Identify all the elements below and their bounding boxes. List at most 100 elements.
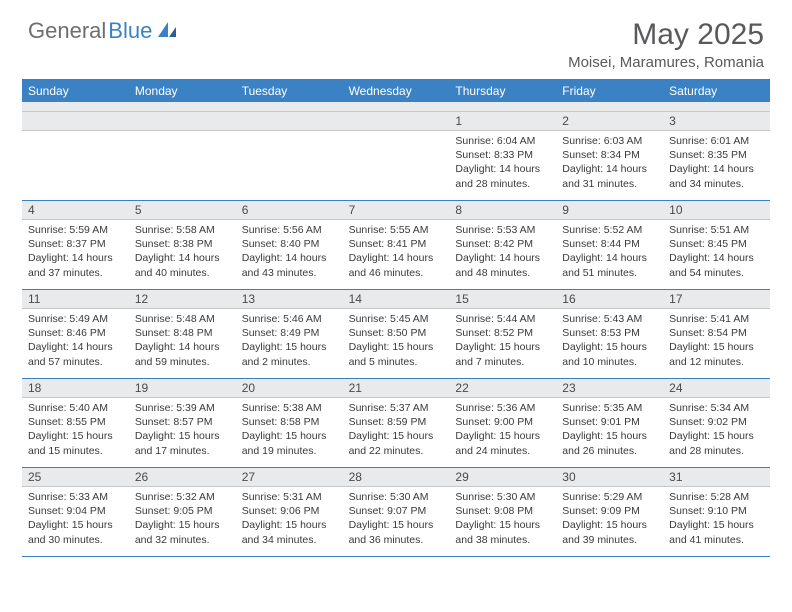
sunrise-text: Sunrise: 5:51 AM bbox=[669, 223, 764, 237]
day-details: Sunrise: 6:01 AMSunset: 8:35 PMDaylight:… bbox=[663, 131, 770, 194]
sunset-text: Sunset: 9:07 PM bbox=[349, 504, 444, 518]
daylight-text: Daylight: 15 hours and 12 minutes. bbox=[669, 340, 764, 368]
day-number: 3 bbox=[663, 112, 770, 131]
day-number: 25 bbox=[22, 468, 129, 487]
daylight-text: Daylight: 15 hours and 41 minutes. bbox=[669, 518, 764, 546]
sunrise-text: Sunrise: 5:48 AM bbox=[135, 312, 230, 326]
sunset-text: Sunset: 8:50 PM bbox=[349, 326, 444, 340]
day-number: 15 bbox=[449, 290, 556, 309]
day-number: 6 bbox=[236, 201, 343, 220]
day-number: 9 bbox=[556, 201, 663, 220]
sunrise-text: Sunrise: 5:32 AM bbox=[135, 490, 230, 504]
day-details: Sunrise: 5:53 AMSunset: 8:42 PMDaylight:… bbox=[449, 220, 556, 283]
day-cell: 23Sunrise: 5:35 AMSunset: 9:01 PMDayligh… bbox=[556, 379, 663, 467]
sunrise-text: Sunrise: 5:28 AM bbox=[669, 490, 764, 504]
sunrise-text: Sunrise: 5:29 AM bbox=[562, 490, 657, 504]
weekday-header-row: SundayMondayTuesdayWednesdayThursdayFrid… bbox=[22, 80, 770, 102]
daylight-text: Daylight: 14 hours and 40 minutes. bbox=[135, 251, 230, 279]
day-number: 5 bbox=[129, 201, 236, 220]
day-cell: 29Sunrise: 5:30 AMSunset: 9:08 PMDayligh… bbox=[449, 468, 556, 556]
day-number: 31 bbox=[663, 468, 770, 487]
brand-sail-icon bbox=[157, 20, 179, 43]
sunset-text: Sunset: 8:42 PM bbox=[455, 237, 550, 251]
day-cell: 20Sunrise: 5:38 AMSunset: 8:58 PMDayligh… bbox=[236, 379, 343, 467]
day-cell: . bbox=[22, 112, 129, 200]
sunset-text: Sunset: 8:54 PM bbox=[669, 326, 764, 340]
day-cell: 18Sunrise: 5:40 AMSunset: 8:55 PMDayligh… bbox=[22, 379, 129, 467]
daylight-text: Daylight: 15 hours and 24 minutes. bbox=[455, 429, 550, 457]
title-block: May 2025 Moisei, Maramures, Romania bbox=[568, 18, 764, 71]
sunset-text: Sunset: 9:10 PM bbox=[669, 504, 764, 518]
brand-part2: Blue bbox=[108, 18, 152, 44]
daylight-text: Daylight: 14 hours and 43 minutes. bbox=[242, 251, 337, 279]
day-details: Sunrise: 6:04 AMSunset: 8:33 PMDaylight:… bbox=[449, 131, 556, 194]
day-number: 11 bbox=[22, 290, 129, 309]
day-details: Sunrise: 5:52 AMSunset: 8:44 PMDaylight:… bbox=[556, 220, 663, 283]
day-number: . bbox=[22, 112, 129, 131]
day-details: Sunrise: 5:30 AMSunset: 9:07 PMDaylight:… bbox=[343, 487, 450, 550]
month-title: May 2025 bbox=[568, 18, 764, 52]
day-details: Sunrise: 5:58 AMSunset: 8:38 PMDaylight:… bbox=[129, 220, 236, 283]
daylight-text: Daylight: 15 hours and 19 minutes. bbox=[242, 429, 337, 457]
day-number: 8 bbox=[449, 201, 556, 220]
day-cell: 12Sunrise: 5:48 AMSunset: 8:48 PMDayligh… bbox=[129, 290, 236, 378]
day-cell: 9Sunrise: 5:52 AMSunset: 8:44 PMDaylight… bbox=[556, 201, 663, 289]
weekday-header: Wednesday bbox=[343, 80, 450, 102]
day-details: Sunrise: 5:41 AMSunset: 8:54 PMDaylight:… bbox=[663, 309, 770, 372]
sunrise-text: Sunrise: 5:59 AM bbox=[28, 223, 123, 237]
day-details: Sunrise: 5:51 AMSunset: 8:45 PMDaylight:… bbox=[663, 220, 770, 283]
sunrise-text: Sunrise: 5:33 AM bbox=[28, 490, 123, 504]
sunset-text: Sunset: 8:41 PM bbox=[349, 237, 444, 251]
brand-part1: General bbox=[28, 18, 106, 44]
daylight-text: Daylight: 15 hours and 32 minutes. bbox=[135, 518, 230, 546]
day-number: 16 bbox=[556, 290, 663, 309]
day-number: 14 bbox=[343, 290, 450, 309]
sunrise-text: Sunrise: 5:45 AM bbox=[349, 312, 444, 326]
daylight-text: Daylight: 14 hours and 34 minutes. bbox=[669, 162, 764, 190]
sunset-text: Sunset: 9:01 PM bbox=[562, 415, 657, 429]
sunset-text: Sunset: 8:38 PM bbox=[135, 237, 230, 251]
sunrise-text: Sunrise: 5:52 AM bbox=[562, 223, 657, 237]
week-row: 18Sunrise: 5:40 AMSunset: 8:55 PMDayligh… bbox=[22, 379, 770, 468]
daylight-text: Daylight: 15 hours and 15 minutes. bbox=[28, 429, 123, 457]
day-cell: 25Sunrise: 5:33 AMSunset: 9:04 PMDayligh… bbox=[22, 468, 129, 556]
sunrise-text: Sunrise: 5:37 AM bbox=[349, 401, 444, 415]
sunset-text: Sunset: 8:53 PM bbox=[562, 326, 657, 340]
day-cell: 8Sunrise: 5:53 AMSunset: 8:42 PMDaylight… bbox=[449, 201, 556, 289]
sunrise-text: Sunrise: 5:49 AM bbox=[28, 312, 123, 326]
sunrise-text: Sunrise: 5:31 AM bbox=[242, 490, 337, 504]
day-number: 7 bbox=[343, 201, 450, 220]
sunrise-text: Sunrise: 5:35 AM bbox=[562, 401, 657, 415]
day-cell: 19Sunrise: 5:39 AMSunset: 8:57 PMDayligh… bbox=[129, 379, 236, 467]
day-cell: 31 Sunrise: 5:28 AMSunset: 9:10 PMDayligh… bbox=[663, 468, 770, 556]
day-cell: 24Sunrise: 5:34 AMSunset: 9:02 PMDayligh… bbox=[663, 379, 770, 467]
day-number: 26 bbox=[129, 468, 236, 487]
daylight-text: Daylight: 14 hours and 48 minutes. bbox=[455, 251, 550, 279]
day-cell: . bbox=[129, 112, 236, 200]
sunrise-text: Sunrise: 5:58 AM bbox=[135, 223, 230, 237]
day-number: 10 bbox=[663, 201, 770, 220]
day-number: 22 bbox=[449, 379, 556, 398]
week-row: 25Sunrise: 5:33 AMSunset: 9:04 PMDayligh… bbox=[22, 468, 770, 557]
day-details: Sunrise: 5:34 AMSunset: 9:02 PMDaylight:… bbox=[663, 398, 770, 461]
day-details: Sunrise: 5:37 AMSunset: 8:59 PMDaylight:… bbox=[343, 398, 450, 461]
day-cell: 10Sunrise: 5:51 AMSunset: 8:45 PMDayligh… bbox=[663, 201, 770, 289]
day-number: 28 bbox=[343, 468, 450, 487]
page-header: General Blue May 2025 Moisei, Maramures,… bbox=[0, 0, 792, 75]
sunset-text: Sunset: 9:05 PM bbox=[135, 504, 230, 518]
day-details: Sunrise: 5:38 AMSunset: 8:58 PMDaylight:… bbox=[236, 398, 343, 461]
day-number: 23 bbox=[556, 379, 663, 398]
day-cell: . bbox=[236, 112, 343, 200]
day-number: 20 bbox=[236, 379, 343, 398]
day-cell: 26 Sunrise: 5:32 AMSunset: 9:05 PMDayligh… bbox=[129, 468, 236, 556]
day-details: Sunrise: 5:59 AMSunset: 8:37 PMDaylight:… bbox=[22, 220, 129, 283]
day-cell: 14Sunrise: 5:45 AMSunset: 8:50 PMDayligh… bbox=[343, 290, 450, 378]
daylight-text: Daylight: 15 hours and 2 minutes. bbox=[242, 340, 337, 368]
day-details: Sunrise: 5:49 AMSunset: 8:46 PMDaylight:… bbox=[22, 309, 129, 372]
sunrise-text: Sunrise: 5:39 AM bbox=[135, 401, 230, 415]
sunrise-text: Sunrise: 5:46 AM bbox=[242, 312, 337, 326]
daylight-text: Daylight: 14 hours and 28 minutes. bbox=[455, 162, 550, 190]
location-text: Moisei, Maramures, Romania bbox=[568, 54, 764, 71]
day-number: 30 bbox=[556, 468, 663, 487]
weekday-header: Saturday bbox=[663, 80, 770, 102]
